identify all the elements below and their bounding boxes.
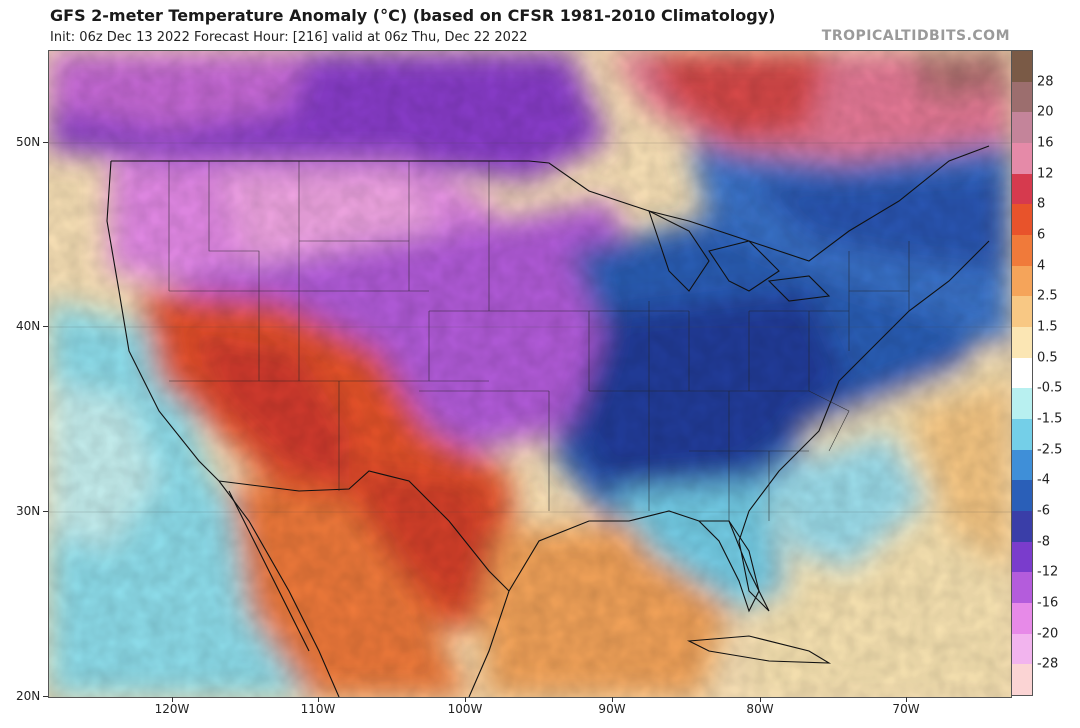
colorbar-label: 20 (1037, 104, 1054, 120)
colorbar-label: 28 (1037, 74, 1054, 90)
colorbar-segment (1012, 541, 1032, 573)
lon-tick (318, 697, 319, 702)
lon-label-70w: 70W (892, 702, 920, 716)
lon-label-90w: 90W (598, 702, 626, 716)
colorbar-label: 0.5 (1037, 350, 1058, 366)
lat-label-40n: 40N (16, 319, 41, 333)
colorbar-label: -16 (1037, 595, 1059, 611)
state-lines (168, 161, 910, 521)
borders (106, 145, 990, 697)
colorbar-label: 12 (1037, 166, 1054, 182)
colorbar-segment (1012, 419, 1032, 451)
lon-tick (465, 697, 466, 702)
colorbar-segment (1012, 173, 1032, 205)
map-title: GFS 2-meter Temperature Anomaly (°C) (ba… (50, 6, 776, 25)
lon-label-100w: 100W (447, 702, 483, 716)
colorbar-label: -4 (1037, 472, 1050, 488)
lat-tick (43, 696, 48, 697)
lat-tick (43, 326, 48, 327)
lat-tick (43, 142, 48, 143)
colorbar-segment (1012, 633, 1032, 665)
lon-label-120w: 120W (154, 702, 190, 716)
colorbar-segment (1012, 51, 1032, 83)
anomaly-map (48, 50, 1012, 698)
lon-tick (906, 697, 907, 702)
colorbar-label: 4 (1037, 258, 1046, 274)
colorbar-segment (1012, 511, 1032, 543)
colorbar-label: -28 (1037, 656, 1059, 672)
colorbar-segment (1012, 480, 1032, 512)
lon-tick (760, 697, 761, 702)
colorbar-segment (1012, 664, 1032, 696)
lon-label-110w: 110W (300, 702, 336, 716)
colorbar-label: -1.5 (1037, 411, 1063, 427)
colorbar-segment (1012, 357, 1032, 389)
colorbar-segment (1012, 388, 1032, 420)
colorbar-label: -6 (1037, 503, 1050, 519)
lat-tick (43, 511, 48, 512)
lat-label-20n: 20N (16, 689, 41, 703)
map-subtitle: Init: 06z Dec 13 2022 Forecast Hour: [21… (50, 30, 528, 45)
colorbar-label: 6 (1037, 227, 1046, 243)
lat-label-30n: 30N (16, 504, 41, 518)
colorbar-label: -2.5 (1037, 442, 1063, 458)
colorbar-label: -20 (1037, 626, 1059, 642)
colorbar-segment (1012, 235, 1032, 267)
colorbar-segment (1012, 204, 1032, 236)
colorbar-label: -0.5 (1037, 380, 1063, 396)
colorbar-label: 1.5 (1037, 319, 1058, 335)
colorbar-label: 8 (1037, 196, 1046, 212)
source-credit: TROPICALTIDBITS.COM (821, 28, 1010, 44)
colorbar-label: 16 (1037, 135, 1054, 151)
anomaly-map-canvas (49, 51, 1011, 697)
lat-label-50n: 50N (16, 135, 41, 149)
colorbar-segment (1012, 265, 1032, 297)
colorbar-segment (1012, 603, 1032, 635)
colorbar-segment (1012, 112, 1032, 144)
colorbar-segment (1012, 327, 1032, 359)
colorbar-segment (1012, 81, 1032, 113)
colorbar-label: -8 (1037, 534, 1050, 550)
colorbar-label: -12 (1037, 564, 1059, 580)
lon-label-80w: 80W (746, 702, 774, 716)
lon-tick (612, 697, 613, 702)
graticule (49, 142, 1011, 513)
colorbar (1011, 50, 1033, 696)
colorbar-label: 2.5 (1037, 288, 1058, 304)
colorbar-segment (1012, 449, 1032, 481)
lon-tick (172, 697, 173, 702)
colorbar-segment (1012, 296, 1032, 328)
colorbar-segment (1012, 143, 1032, 175)
colorbar-segment (1012, 572, 1032, 604)
